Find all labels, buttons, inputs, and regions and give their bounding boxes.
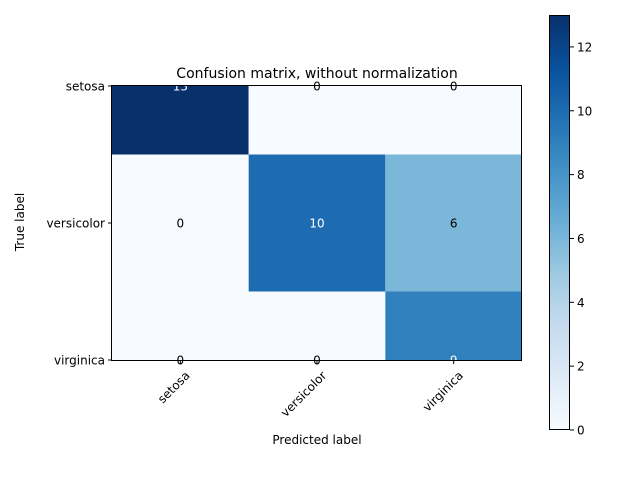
colorbar-tick-label: 8 xyxy=(577,168,585,182)
matrix-cell xyxy=(248,86,386,155)
cell-value-label: 0 xyxy=(313,80,321,94)
colorbar-tick-label: 6 xyxy=(577,232,585,246)
colorbar-tick-label: 12 xyxy=(577,40,592,54)
x-axis: setosa versicolor virginica xyxy=(155,360,466,420)
cell-value-label: 0 xyxy=(177,217,185,231)
cell-value-label: 10 xyxy=(309,217,324,231)
colorbar-frame xyxy=(549,15,570,430)
y-tick-label: virginica xyxy=(54,354,105,368)
colorbar-tick-label: 2 xyxy=(577,360,585,374)
matrix-cell xyxy=(112,154,249,292)
matrix-cell xyxy=(248,154,386,292)
x-tick-label: virginica xyxy=(420,368,466,414)
colorbar-tick-label: 4 xyxy=(577,296,585,310)
matrix-cell xyxy=(112,86,249,155)
matrix-cells xyxy=(112,86,522,360)
matrix-cell xyxy=(248,291,386,360)
matrix-cell xyxy=(385,291,522,360)
chart-title: Confusion matrix, without normalization xyxy=(176,66,457,82)
matrix-cell xyxy=(385,154,522,292)
colorbar-tick-label: 0 xyxy=(577,424,585,438)
y-axis: setosa versicolor virginica xyxy=(46,80,112,368)
y-tick-label: versicolor xyxy=(46,217,105,231)
colorbar-axis: 0 2 4 6 8 10 12 xyxy=(570,40,592,438)
y-tick-label: setosa xyxy=(66,80,105,94)
cell-value-label: 0 xyxy=(450,80,458,94)
colorbar xyxy=(549,15,570,430)
cell-value-label: 13 xyxy=(173,80,188,94)
x-tick-label: setosa xyxy=(155,368,193,406)
cell-value-label: 6 xyxy=(450,217,458,231)
y-axis-label: True label xyxy=(13,193,27,252)
colorbar-tick-label: 10 xyxy=(577,104,592,118)
x-tick-label: versicolor xyxy=(278,368,329,419)
x-axis-label: Predicted label xyxy=(272,433,361,447)
matrix-cell xyxy=(385,86,522,155)
matrix-cell xyxy=(112,291,249,360)
